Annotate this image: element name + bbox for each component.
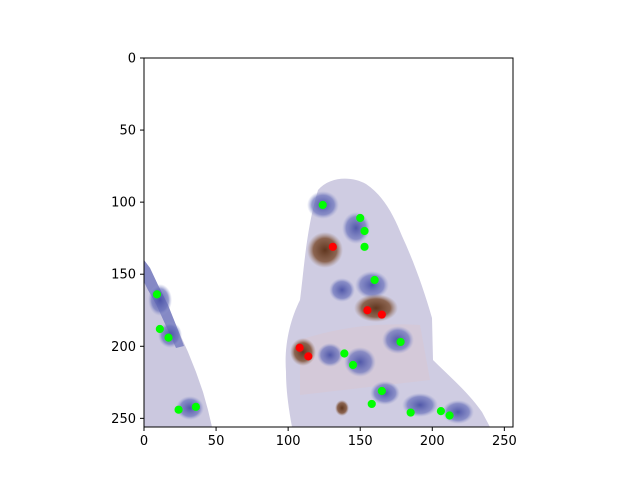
brown-cell — [290, 338, 316, 366]
nucleus — [317, 343, 343, 367]
negative-point — [396, 337, 405, 347]
negative-point — [152, 290, 162, 299]
y-tick-label: 100 — [111, 196, 136, 211]
positive-point — [328, 242, 337, 251]
negative-point — [164, 333, 173, 342]
negative-point — [174, 405, 183, 414]
x-tick-label: 150 — [348, 434, 373, 449]
axis-ticks: 0 50 100 150 200 250 0 50 100 150 200 250 — [111, 52, 517, 450]
positive-point — [363, 306, 372, 315]
negative-point — [360, 242, 369, 251]
negative-point — [191, 402, 200, 411]
negative-point — [436, 407, 446, 416]
positive-point — [304, 352, 313, 361]
y-tick-label: 200 — [111, 340, 136, 355]
tissue-image — [144, 178, 490, 427]
brown-cell — [354, 294, 398, 322]
brown-cell — [335, 400, 349, 416]
nucleus — [329, 278, 355, 302]
nucleus — [442, 400, 474, 424]
negative-point — [356, 213, 365, 223]
negative-point — [155, 324, 164, 334]
y-tick-label: 50 — [119, 124, 136, 139]
x-tick-label: 250 — [492, 434, 517, 449]
negative-point — [348, 360, 358, 370]
x-tick-label: 50 — [208, 434, 225, 449]
brown-cell — [307, 232, 343, 268]
nucleus — [148, 284, 172, 316]
positive-points — [295, 242, 386, 361]
data-points — [152, 200, 454, 420]
y-tick-label: 250 — [111, 412, 136, 427]
negative-point — [340, 349, 349, 358]
negative-point — [318, 200, 327, 210]
y-tick-label: 0 — [128, 52, 136, 67]
negative-point — [370, 275, 379, 285]
negative-point — [360, 226, 369, 236]
plot-frame — [143, 57, 514, 428]
positive-point — [295, 343, 304, 352]
negative-point — [445, 411, 454, 420]
negative-points — [152, 200, 454, 420]
negative-point — [377, 386, 386, 396]
x-tick-label: 100 — [276, 434, 301, 449]
negative-point — [406, 408, 415, 417]
nucleus — [176, 396, 204, 420]
nucleus — [355, 271, 389, 299]
nucleus — [344, 347, 376, 377]
y-tick-label: 150 — [111, 268, 136, 283]
negative-point — [367, 399, 376, 409]
x-tick-label: 0 — [140, 434, 148, 449]
x-tick-label: 200 — [420, 434, 445, 449]
positive-point — [377, 310, 386, 319]
